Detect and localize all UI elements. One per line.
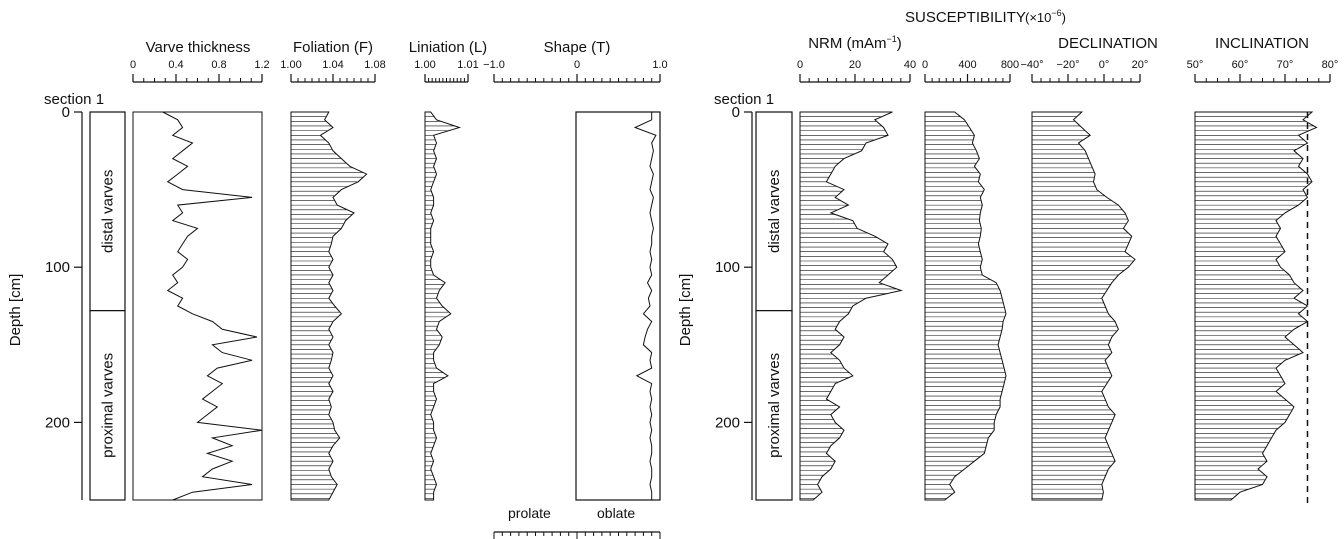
- left-distal-unit-label: distal varves: [100, 170, 117, 253]
- foliation-title: Foliation (F): [293, 39, 373, 56]
- lineation-title: Liniation (L): [409, 39, 487, 56]
- panel-varve: Varve thickness 0 0.4 0.8 1.2: [130, 39, 270, 501]
- inclination-profile: [1194, 111, 1318, 501]
- foliation-profile: [290, 111, 368, 501]
- declination-tick-label: 20°: [1132, 59, 1149, 71]
- nrm-tick-label: 0: [797, 59, 803, 71]
- panel-lineation: Liniation (L) 1.00 1.01: [409, 39, 487, 501]
- inclination-tick-label: 50°: [1187, 59, 1204, 71]
- varve-tick-label: 0.8: [211, 59, 226, 71]
- depth-tick-label: 200: [715, 414, 740, 431]
- susceptibility-tick-label: 400: [958, 59, 976, 71]
- panel-declination: DECLINATION −40° −20° 0° 20°: [1020, 35, 1158, 501]
- lineation-profile: [424, 111, 462, 501]
- shape-tick-label: −1.0: [483, 59, 505, 71]
- depth-tick-label: 0: [62, 104, 70, 121]
- depth-axis-title: Depth [cm]: [677, 274, 694, 347]
- nrm-tick-label: 20: [849, 59, 861, 71]
- units: distal varves proximal varves distal varve…: [89, 111, 793, 501]
- varve-frame: [132, 111, 263, 501]
- varve-title: Varve thickness: [146, 39, 251, 56]
- inclination-tick-label: 80°: [1322, 59, 1339, 71]
- inclination-tick-label: 60°: [1232, 59, 1249, 71]
- nrm-profile: [799, 111, 904, 501]
- left-section-label: section 1: [44, 91, 104, 108]
- lineation-tick-label: 1.01: [457, 59, 478, 71]
- panel-susceptibility: 0 400 800: [922, 59, 1019, 501]
- varve-tick-label: 0: [130, 59, 136, 71]
- right-distal-unit-box: [755, 111, 793, 312]
- declination-tick-label: −40°: [1020, 59, 1043, 71]
- varve-tick-label: 1.2: [254, 59, 269, 71]
- declination-title: DECLINATION: [1058, 35, 1158, 52]
- left-proximal-unit-label: proximal varves: [100, 353, 117, 458]
- right-proximal-unit-box: [755, 310, 793, 501]
- varve-line: [162, 111, 263, 501]
- declination-tick-label: 0°: [1099, 59, 1110, 71]
- shape-tick-label: 1.0: [652, 59, 667, 71]
- shape-note-right: oblate: [597, 505, 635, 521]
- plots: Varve thickness 0 0.4 0.8 1.2 Foliation (F) 1.…: [130, 34, 1338, 539]
- foliation-tick-label: 1.08: [364, 59, 385, 71]
- nrm-tick-label: 40: [904, 59, 916, 71]
- panel-foliation: Foliation (F) 1.00 1.04 1.08: [280, 39, 386, 501]
- foliation-tick-label: 1.04: [322, 59, 343, 71]
- right-section-label: section 1: [714, 91, 774, 108]
- declination-tick-label: −20°: [1056, 59, 1079, 71]
- inclination-title: INCLINATION: [1215, 35, 1309, 52]
- susceptibility-tick-label: 800: [1001, 59, 1019, 71]
- susceptibility-title: SUSCEPTIBILITY: [905, 9, 1026, 26]
- depth-axes: 0 100 200 Depth [cm] 0 100 200 Depth [cm]: [7, 104, 753, 500]
- nrm-title: NRM (mAm−1): [808, 34, 902, 52]
- foliation-tick-label: 1.00: [280, 59, 301, 71]
- depth-tick-label: 100: [715, 259, 740, 276]
- lineation-tick-label: 1.00: [414, 59, 435, 71]
- susceptibility-tick-label: 0: [922, 59, 928, 71]
- depth-tick-label: 200: [45, 414, 70, 431]
- varve-tick-label: 0.4: [168, 59, 183, 71]
- inclination-tick-label: 70°: [1277, 59, 1294, 71]
- panel-nrm: NRM (mAm−1) 0 20 40: [797, 34, 916, 501]
- shape-title: Shape (T): [544, 39, 611, 56]
- shape-note-left: prolate: [508, 505, 551, 521]
- left-proximal-unit-box: [89, 310, 126, 501]
- shape-line: [633, 112, 657, 500]
- depth-tick-label: 100: [45, 259, 70, 276]
- depth-axis-title: Depth [cm]: [7, 274, 24, 347]
- panel-shape: Shape (T) −1.0 0 1.0: [483, 39, 668, 539]
- susceptibility-unit: (×10−6): [1025, 8, 1066, 25]
- right-proximal-unit-label: proximal varves: [766, 353, 783, 458]
- right-distal-unit-label: distal varves: [766, 170, 783, 253]
- panel-inclination: INCLINATION 50° 60° 70° 80°: [1187, 35, 1339, 505]
- depth-tick-label: 0: [732, 104, 740, 121]
- shape-tick-label: 0: [574, 59, 580, 71]
- shape-frame: [575, 111, 661, 501]
- susceptibility-profile: [924, 111, 1007, 501]
- declination-profile: [1031, 111, 1136, 501]
